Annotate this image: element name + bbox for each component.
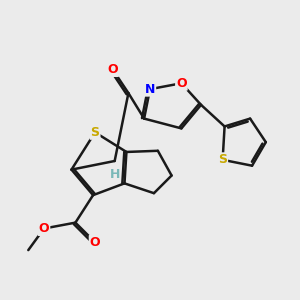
Text: O: O [107, 63, 118, 76]
Text: S: S [218, 153, 227, 166]
Text: O: O [39, 222, 49, 235]
Text: S: S [91, 126, 100, 139]
Text: O: O [176, 77, 187, 90]
Text: O: O [90, 236, 100, 249]
Text: H: H [110, 168, 120, 181]
Text: N: N [145, 82, 155, 96]
